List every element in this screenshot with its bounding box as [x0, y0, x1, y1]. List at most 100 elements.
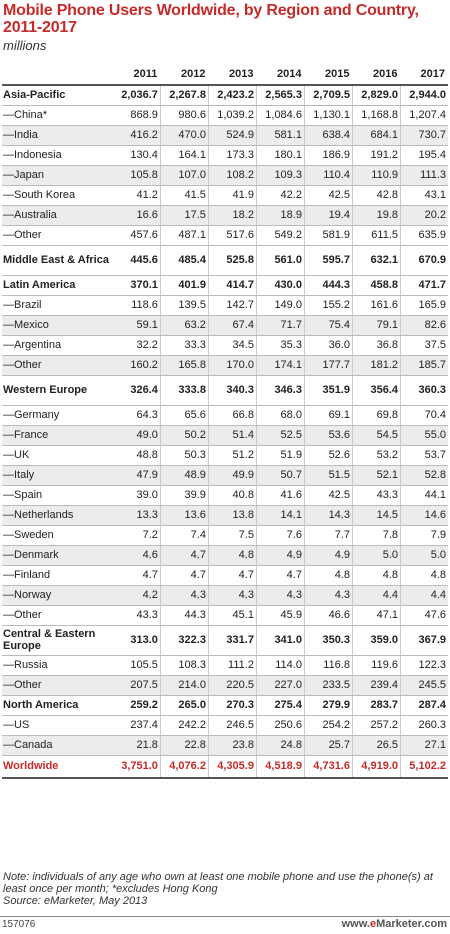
value-cell: 233.5	[303, 675, 353, 696]
emarketer-logo: www.eMarketer.com	[342, 918, 447, 930]
value-cell: 41.9	[207, 185, 257, 206]
value-cell: 13.3	[113, 505, 161, 526]
value-cell: 119.6	[351, 655, 401, 676]
value-cell: 53.6	[303, 425, 353, 446]
value-cell: 177.7	[303, 355, 353, 376]
value-cell: 35.3	[255, 335, 305, 356]
value-cell: 139.5	[159, 295, 209, 316]
header-label-cell	[2, 64, 113, 86]
value-cell: 246.5	[207, 715, 257, 736]
value-cell: 487.1	[159, 225, 209, 246]
footer-bar: 157076 www.eMarketer.com	[0, 916, 450, 934]
value-cell: 868.9	[113, 105, 161, 126]
value-cell: 50.3	[159, 445, 209, 466]
value-cell: 108.2	[207, 165, 257, 186]
value-cell: 50.7	[255, 465, 305, 486]
header-row: 2011 2012 2013 2014 2015 2016 2017	[2, 64, 448, 86]
value-cell: 4.4	[351, 585, 401, 606]
value-cell: 360.3	[400, 375, 448, 406]
country-row: —Other 207.5 214.0 220.5 227.0 233.5 239.4 245.…	[2, 675, 448, 696]
column-header: 2011	[113, 64, 161, 86]
value-cell: 42.2	[255, 185, 305, 206]
value-cell: 367.9	[400, 625, 448, 656]
value-cell: 485.4	[159, 245, 209, 276]
value-cell: 684.1	[351, 125, 401, 146]
value-cell: 130.4	[113, 145, 161, 166]
country-row: —France 49.0 50.2 51.4 52.5 53.6 54.5 55.0	[2, 425, 448, 446]
value-cell: 23.8	[207, 735, 257, 756]
value-cell: 111.2	[207, 655, 257, 676]
value-cell: 24.8	[255, 735, 305, 756]
value-cell: 180.1	[255, 145, 305, 166]
value-cell: 13.6	[159, 505, 209, 526]
country-row: —South Korea 41.2 41.5 41.9 42.2 42.5 42.8 43.1	[2, 185, 448, 206]
value-cell: 65.6	[159, 405, 209, 426]
value-cell: 45.1	[207, 605, 257, 626]
row-label: —Other	[2, 225, 113, 246]
value-cell: 14.5	[351, 505, 401, 526]
value-cell: 42.5	[303, 485, 353, 506]
country-row: —Spain 39.0 39.9 40.8 41.6 42.5 43.3 44.1	[2, 485, 448, 506]
value-cell: 333.8	[159, 375, 209, 406]
value-cell: 53.2	[351, 445, 401, 466]
value-cell: 7.6	[255, 525, 305, 546]
country-row: —Brazil 118.6 139.5 142.7 149.0 155.2 161.6 165…	[2, 295, 448, 316]
value-cell: 1,168.8	[351, 105, 401, 126]
value-cell: 595.7	[303, 245, 353, 276]
value-cell: 5.0	[400, 545, 448, 566]
value-cell: 4,919.0	[351, 755, 401, 779]
value-cell: 107.0	[159, 165, 209, 186]
value-cell: 22.8	[159, 735, 209, 756]
row-label: North America	[2, 695, 113, 716]
country-row: —US 237.4 242.2 246.5 250.6 254.2 257.2 260.3	[2, 715, 448, 736]
value-cell: 165.8	[159, 355, 209, 376]
column-header: 2014	[256, 64, 305, 86]
value-cell: 4.3	[303, 585, 353, 606]
value-cell: 4.7	[159, 545, 209, 566]
row-label: —Russia	[2, 655, 113, 676]
value-cell: 471.7	[400, 275, 448, 296]
value-cell: 2,036.7	[113, 85, 161, 106]
value-cell: 611.5	[351, 225, 401, 246]
region-row: Asia-Pacific 2,036.7 2,267.8 2,423.2 2,565.3…	[2, 85, 448, 106]
value-cell: 48.8	[113, 445, 161, 466]
value-cell: 70.4	[400, 405, 448, 426]
value-cell: 4.9	[255, 545, 305, 566]
value-cell: 43.3	[113, 605, 161, 626]
row-label: Latin America	[2, 275, 113, 296]
row-label: —Argentina	[2, 335, 113, 356]
value-cell: 18.9	[255, 205, 305, 226]
column-header: 2017	[400, 64, 448, 86]
value-cell: 109.3	[255, 165, 305, 186]
country-row: —Japan 105.8 107.0 108.2 109.3 110.4 110.9 111.…	[2, 165, 448, 186]
data-table: 2011 2012 2013 2014 2015 2016 2017 Asia-Pacifi…	[2, 64, 448, 779]
value-cell: 3,751.0	[113, 755, 161, 779]
value-cell: 82.6	[400, 315, 448, 336]
value-cell: 18.2	[207, 205, 257, 226]
region-row: Western Europe 326.4 333.8 340.3 346.3 351.9 3…	[2, 375, 448, 406]
value-cell: 34.5	[207, 335, 257, 356]
value-cell: 185.7	[400, 355, 448, 376]
value-cell: 4.9	[303, 545, 353, 566]
row-label: —Sweden	[2, 525, 113, 546]
value-cell: 49.9	[207, 465, 257, 486]
value-cell: 55.0	[400, 425, 448, 446]
country-row: —Indonesia 130.4 164.1 173.3 180.1 186.9 191.2…	[2, 145, 448, 166]
value-cell: 1,039.2	[207, 105, 257, 126]
value-cell: 430.0	[255, 275, 305, 296]
value-cell: 632.1	[351, 245, 401, 276]
value-cell: 4.3	[159, 585, 209, 606]
value-cell: 4.4	[400, 585, 448, 606]
row-label: —Italy	[2, 465, 113, 486]
value-cell: 2,829.0	[351, 85, 401, 106]
worldwide-row: Worldwide 3,751.0 4,076.2 4,305.9 4,518.9 4,7…	[2, 755, 448, 779]
column-header: 2015	[304, 64, 353, 86]
value-cell: 149.0	[255, 295, 305, 316]
value-cell: 41.5	[159, 185, 209, 206]
value-cell: 370.1	[113, 275, 161, 296]
value-cell: 257.2	[351, 715, 401, 736]
value-cell: 27.1	[400, 735, 448, 756]
country-row: —Other 457.6 487.1 517.6 549.2 581.9 611.5 635.…	[2, 225, 448, 246]
value-cell: 39.9	[159, 485, 209, 506]
